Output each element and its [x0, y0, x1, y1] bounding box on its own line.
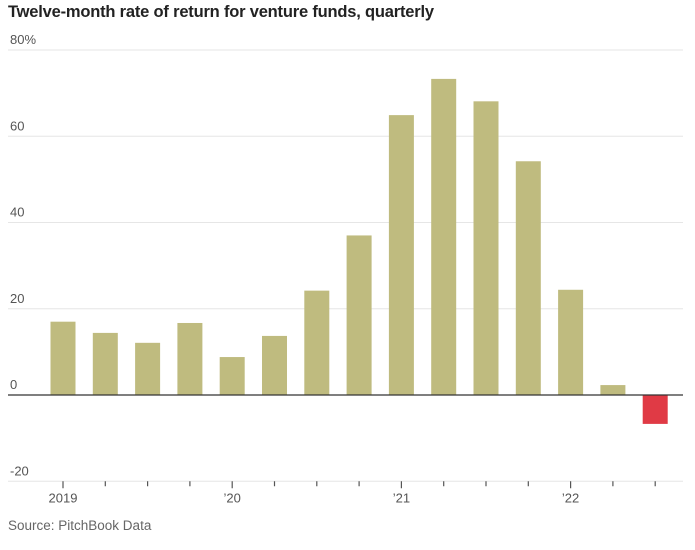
bar-2019-q1: [50, 321, 76, 395]
x-tick-label: ’20: [224, 490, 241, 505]
bar-2019-q4: [177, 322, 203, 395]
y-tick-label: 20: [10, 291, 24, 306]
bar-2020-q3: [304, 290, 330, 395]
chart-title: Twelve-month rate of return for venture …: [8, 3, 434, 21]
bar-2019-q2: [92, 332, 118, 395]
bar-2022-q3: [642, 395, 668, 424]
y-tick-label: 60: [10, 118, 24, 133]
y-tick-label: -20: [10, 463, 29, 478]
bar-2020-q1: [219, 357, 245, 395]
x-tick-label: ’22: [562, 490, 579, 505]
bar-2021-q3: [473, 101, 499, 395]
bar-2020-q4: [346, 235, 372, 395]
bar-2022-q1: [558, 289, 584, 395]
y-tick-label: 40: [10, 205, 24, 220]
bar-2019-q3: [135, 342, 161, 395]
y-tick-label: 0: [10, 377, 17, 392]
bar-2021-q2: [431, 78, 457, 396]
source-note: Source: PitchBook Data: [8, 518, 152, 533]
bar-2022-q2: [600, 385, 626, 395]
x-tick-label: ’21: [393, 490, 410, 505]
bar-2021-q4: [515, 161, 541, 395]
y-tick-label: 80%: [10, 32, 36, 47]
bar-2020-q2: [262, 335, 287, 395]
bar-2021-q1: [388, 115, 414, 396]
x-tick-label: 2019: [49, 490, 78, 505]
